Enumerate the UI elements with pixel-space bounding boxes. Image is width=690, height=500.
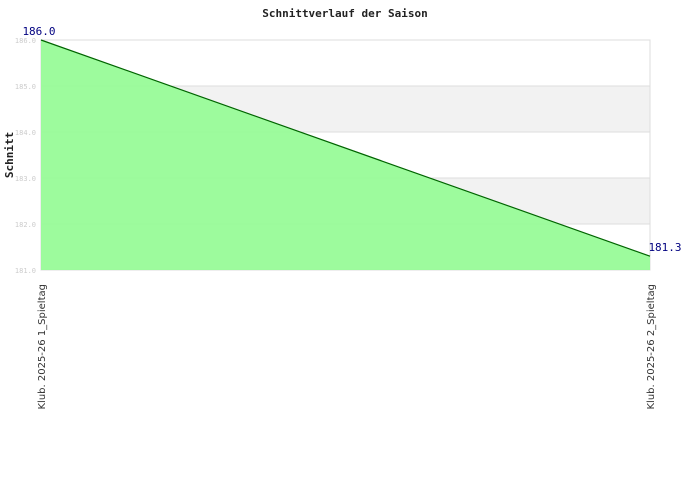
x-tick-label: Klub. 2025-26 1_Spieltag [37,284,48,410]
series-line [40,39,651,257]
data-label: 181.3 [648,241,681,254]
y-tick-label: 181.0 [15,267,36,275]
chart-title: Schnittverlauf der Saison [262,7,428,20]
y-axis-label: Schnitt [3,132,16,178]
x-tick-label: Klub. 2025-26 2_Spieltag [646,284,657,410]
y-tick-label: 183.0 [15,175,36,183]
y-tick-label: 182.0 [15,221,36,229]
y-tick-label: 184.0 [15,129,36,137]
y-tick-label: 186.0 [15,37,36,45]
data-label: 186.0 [22,25,55,38]
y-tick-label: 185.0 [15,83,36,91]
area-fill [41,40,650,270]
